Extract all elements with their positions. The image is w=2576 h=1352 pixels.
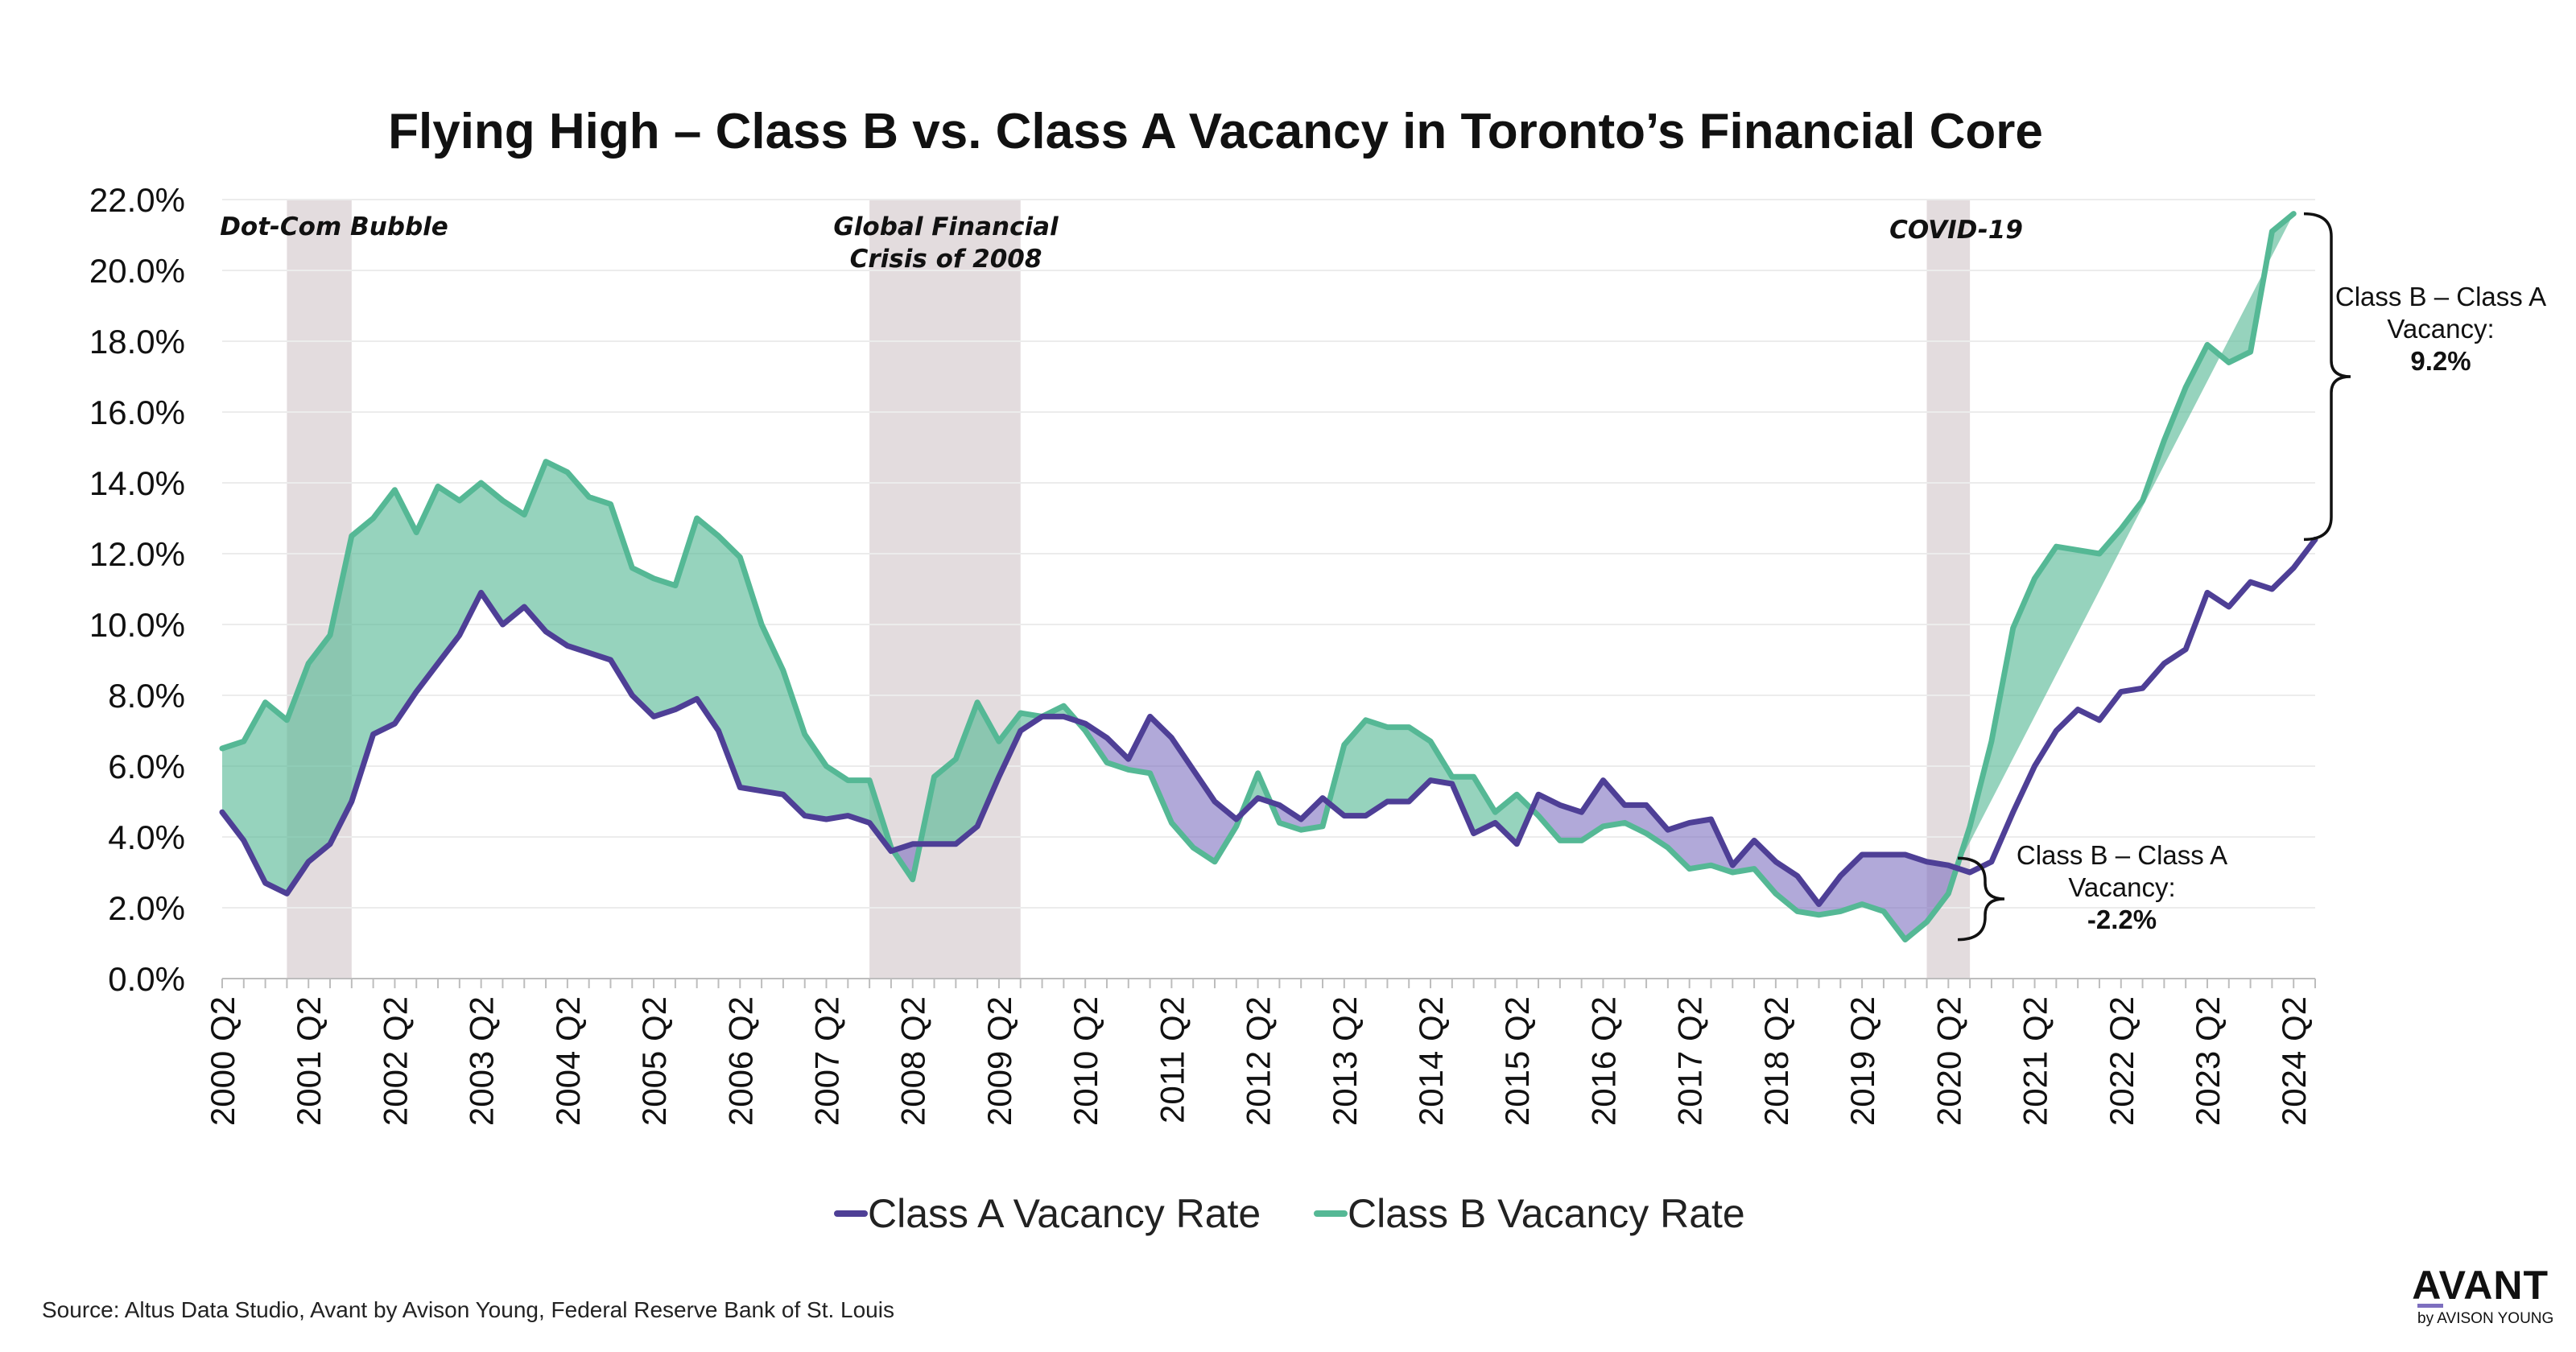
x-tick-label: 2023 Q2 <box>2189 996 2227 1126</box>
y-axis-ticks: 0.0% 2.0% 4.0% 6.0% 8.0% 10.0% 12.0% 14.0% 16.0%… <box>89 181 185 998</box>
y-tick-label: 12.0% <box>89 535 185 573</box>
x-axis: 2000 Q2 2001 Q2 2002 Q2 2003 Q2 2004 Q2 2005 … <box>204 978 2316 1126</box>
x-tick-label: 2002 Q2 <box>376 996 414 1126</box>
event-band-1 <box>869 200 1021 979</box>
event-label: Dot-Com Bubble <box>220 212 448 241</box>
annotation-text: Class B – Class A <box>2017 840 2227 870</box>
x-tick-label: 2018 Q2 <box>1757 996 1795 1126</box>
x-tick-label: 2007 Q2 <box>808 996 846 1126</box>
fill-b-above-a-8 <box>1956 213 2294 868</box>
y-tick-label: 2.0% <box>108 889 185 927</box>
y-tick-label: 0.0% <box>108 960 185 998</box>
grid-lines <box>222 199 2315 979</box>
annotation-text: Vacancy: <box>2068 872 2175 902</box>
x-tick-label: 2013 Q2 <box>1326 996 1364 1126</box>
y-tick-label: 6.0% <box>108 748 185 785</box>
x-tick-label: 2009 Q2 <box>980 996 1018 1126</box>
event-labels: Dot-Com Bubble Global Financial Crisis of … <box>220 212 2023 274</box>
fill-a-above-b-7 <box>1532 780 1957 940</box>
series-lines <box>219 211 2318 943</box>
x-tick-label: 2017 Q2 <box>1671 996 1709 1126</box>
chart-title: Flying High – Class B vs. Class A Vacanc… <box>388 104 2043 159</box>
x-tick-label: 2020 Q2 <box>1930 996 1967 1126</box>
logo-main-text: AVANT <box>2412 1263 2549 1308</box>
logo-underline <box>2417 1304 2443 1308</box>
x-tick-label: 2011 Q2 <box>1153 996 1191 1123</box>
x-tick-label: 2014 Q2 <box>1412 996 1450 1126</box>
event-label: COVID-19 <box>1889 216 2023 245</box>
x-tick-label: 2000 Q2 <box>204 996 242 1126</box>
legend-label: Class A Vacancy Rate <box>868 1191 1261 1236</box>
y-tick-label: 8.0% <box>108 677 185 715</box>
series-line-class-a <box>219 536 2318 908</box>
y-tick-label: 10.0% <box>89 606 185 644</box>
x-tick-label: 2006 Q2 <box>721 996 759 1126</box>
x-tick-label: 2015 Q2 <box>1498 996 1536 1126</box>
series-line-class-b <box>219 211 2297 943</box>
x-tick-label: 2004 Q2 <box>549 996 587 1126</box>
y-tick-label: 16.0% <box>89 394 185 431</box>
x-tick-label: 2022 Q2 <box>2103 996 2140 1126</box>
avant-logo: AVANT by AVISON YOUNG <box>2412 1263 2553 1327</box>
x-tick-label: 2005 Q2 <box>635 996 673 1126</box>
annotation-brace-2020 <box>1957 856 2005 942</box>
y-tick-label: 20.0% <box>89 252 185 290</box>
legend: Class A Vacancy Rate Class B Vacancy Rate <box>834 1191 1745 1236</box>
annotation-text: Class B – Class A <box>2335 282 2546 311</box>
gap-fills <box>222 213 2294 940</box>
annotation-text: Vacancy: <box>2387 314 2494 344</box>
x-tick-label: 2003 Q2 <box>463 996 501 1126</box>
x-tick-label: 2008 Q2 <box>894 996 932 1126</box>
event-label: Crisis of 2008 <box>850 245 1042 274</box>
event-label: Global Financial <box>833 212 1059 241</box>
x-tick-label: 2001 Q2 <box>290 996 328 1126</box>
x-tick-label: 2019 Q2 <box>1843 996 1881 1126</box>
fill-b-above-a-0 <box>222 461 894 894</box>
x-tick-label: 2012 Q2 <box>1240 996 1278 1126</box>
legend-label: Class B Vacancy Rate <box>1348 1191 1745 1236</box>
x-tick-label: 2024 Q2 <box>2275 996 2313 1126</box>
annotation-brace-2024 <box>2303 212 2351 542</box>
x-tick-label: 2021 Q2 <box>2017 996 2054 1126</box>
y-tick-label: 22.0% <box>89 181 185 219</box>
fill-b-above-a-6 <box>1328 719 1533 844</box>
logo-sub-text: by AVISON YOUNG <box>2417 1310 2553 1327</box>
annotation-value: 9.2% <box>2410 346 2471 376</box>
y-tick-label: 18.0% <box>89 323 185 361</box>
source-note: Source: Altus Data Studio, Avant by Avis… <box>42 1297 894 1322</box>
x-tick-label: 2010 Q2 <box>1067 996 1104 1126</box>
y-tick-label: 14.0% <box>89 464 185 502</box>
x-tick-label: 2016 Q2 <box>1584 996 1622 1126</box>
annotation-value: -2.2% <box>2087 905 2157 934</box>
y-tick-label: 4.0% <box>108 818 185 856</box>
